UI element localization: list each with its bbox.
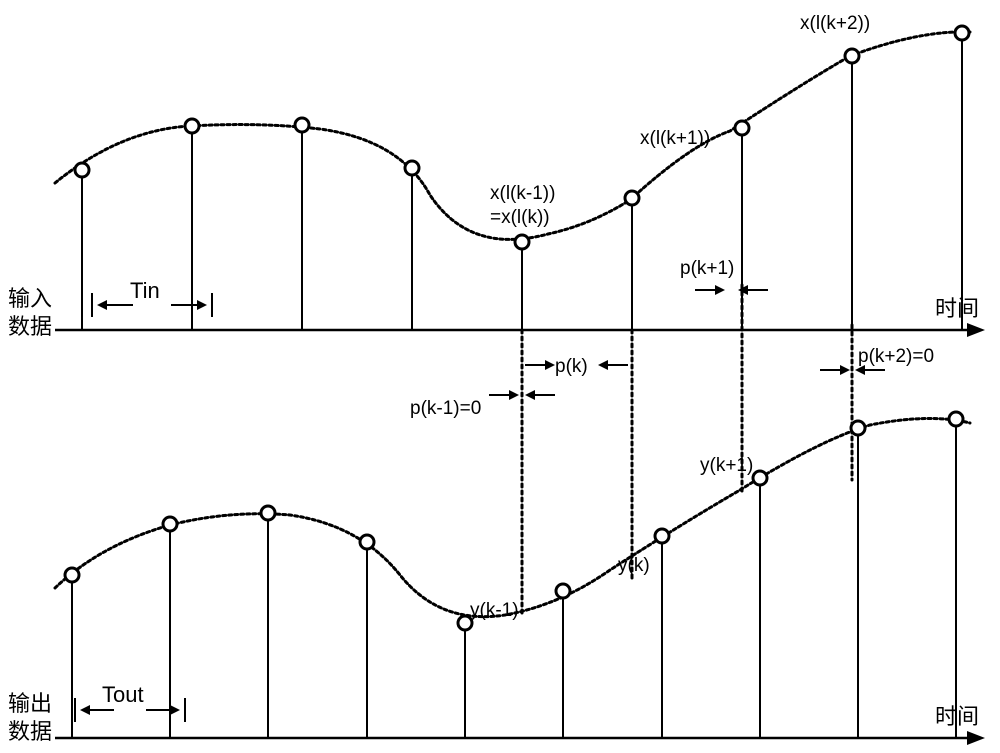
label-pk2: p(k+2)=0 (858, 346, 934, 368)
label-xlk1: x(l(k+1)) (640, 128, 710, 150)
top-left-label-1: 输入 (8, 285, 52, 314)
label-xlk-1a: x(l(k-1)) (490, 183, 555, 205)
top-left-label-2: 数据 (8, 313, 52, 342)
tout-label: Tout (102, 682, 144, 708)
label-yk-1: y(k-1) (470, 600, 519, 622)
label-xlk-1b: =x(l(k)) (490, 207, 550, 229)
label-pk: p(k) (555, 356, 588, 378)
label-yk: y(k) (618, 555, 650, 577)
bottom-right-label: 时间 (935, 703, 979, 732)
top-right-label: 时间 (935, 295, 979, 324)
label-xlk2: x(l(k+2)) (800, 13, 870, 35)
diagram-svg (0, 0, 1000, 753)
bottom-left-label-2: 数据 (8, 718, 52, 747)
label-pkm1: p(k-1)=0 (410, 398, 481, 420)
bottom-left-label-1: 输出 (8, 690, 52, 719)
label-pk1: p(k+1) (680, 258, 734, 280)
diagram-container: 输入 数据 时间 Tin x(l(k-1)) =x(l(k)) x(l(k+1)… (0, 0, 1000, 753)
label-yk1: y(k+1) (700, 455, 753, 477)
tin-label: Tin (130, 278, 160, 304)
